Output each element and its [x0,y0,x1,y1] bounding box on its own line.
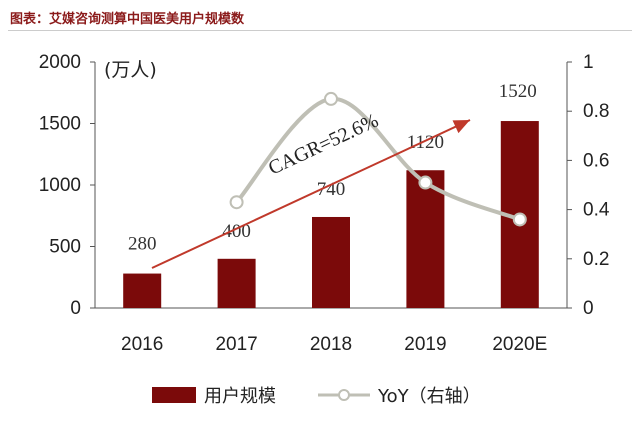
legend-item-users: 用户规模 [152,382,276,408]
x-tick-label: 2018 [310,334,352,355]
x-tick-label: 2020E [492,334,547,355]
right-tick-label: 0 [583,298,594,319]
yoy-point [512,212,527,227]
right-tick-label: 0.2 [583,249,609,270]
left-tick-label: 2000 [39,52,81,73]
chart-title: 图表：艾媒咨询测算中国医美用户规模数 [10,12,245,27]
left-tick-label: 500 [49,237,81,258]
left-tick-label: 0 [70,298,81,319]
left-tick-label: 1000 [39,175,81,196]
left-tick-label: 1500 [39,114,81,135]
bar [217,258,256,308]
cagr-arrow-line [151,119,471,269]
left-axis-unit: (万人) [104,59,157,81]
right-tick-label: 1 [583,52,594,73]
x-tick-label: 2017 [215,334,257,355]
bar [406,170,445,308]
legend-label-users: 用户规模 [204,386,276,407]
right-tick-label: 0.6 [583,150,609,171]
yoy-line [235,96,521,222]
yoy-point [418,175,433,190]
data-label: 1520 [499,81,537,102]
yoy-point [324,91,338,106]
legend-label-yoy: YoY（右轴） [378,386,481,407]
right-tick-label: 0.8 [583,101,609,122]
legend: 用户规模 YoY（右轴） [0,370,640,410]
x-tick-label: 2019 [404,334,446,355]
data-label: 280 [128,234,157,255]
legend-item-yoy: YoY（右轴） [318,382,481,408]
data-label: 740 [317,179,346,200]
legend-swatch-bar [152,387,196,403]
title-divider [8,30,632,31]
bar [312,216,350,308]
title-bar: 图表：艾媒咨询测算中国医美用户规模数 [0,0,640,31]
bar [123,273,162,308]
x-tick-label: 2016 [121,334,163,355]
cagr-arrow-head [452,120,470,134]
legend-swatch-line [318,387,370,403]
right-tick-label: 0.4 [583,200,610,221]
yoy-point [229,195,244,210]
